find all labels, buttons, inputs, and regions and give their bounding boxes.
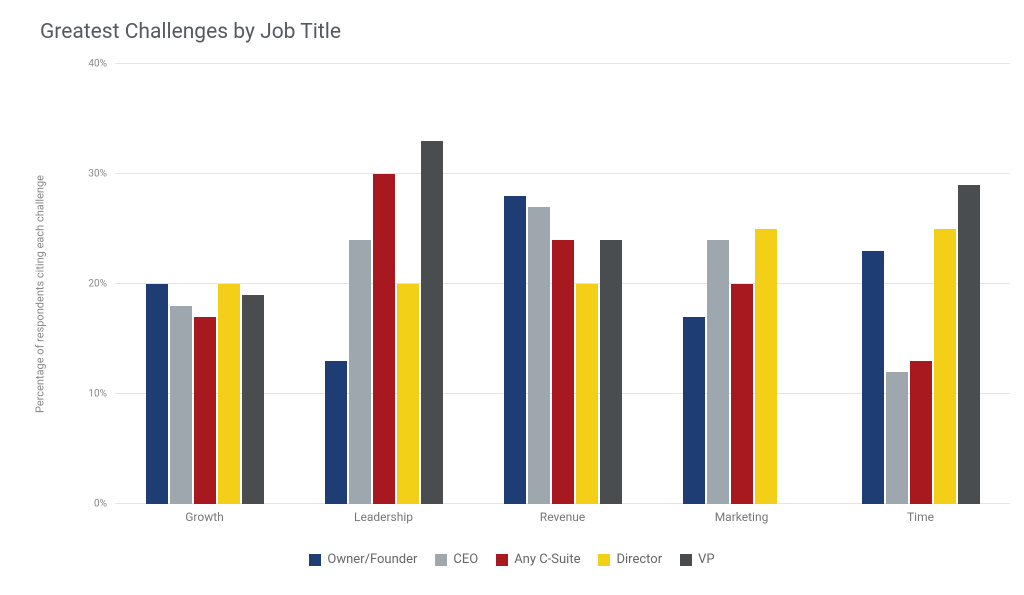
legend-swatch bbox=[680, 554, 692, 566]
bar-group: Growth bbox=[115, 64, 294, 504]
y-tick-label: 40% bbox=[88, 59, 107, 70]
chart-area: Percentage of respondents citing each ch… bbox=[50, 54, 1010, 534]
bar-group: Leadership bbox=[294, 64, 473, 504]
bar bbox=[218, 284, 240, 504]
bar bbox=[170, 306, 192, 504]
legend: Owner/Founder CEO Any C-Suite Director VP bbox=[30, 552, 994, 567]
chart-title: Greatest Challenges by Job Title bbox=[40, 20, 994, 44]
bar bbox=[707, 240, 729, 504]
legend-label: Any C-Suite bbox=[514, 552, 580, 567]
legend-item: CEO bbox=[435, 552, 478, 567]
x-tick-label: Marketing bbox=[715, 510, 769, 524]
legend-swatch bbox=[309, 554, 321, 566]
bar bbox=[683, 317, 705, 504]
bar bbox=[421, 141, 443, 504]
bar bbox=[576, 284, 598, 504]
bar bbox=[242, 295, 264, 504]
y-tick-label: 30% bbox=[88, 169, 107, 180]
y-tick-label: 10% bbox=[88, 389, 107, 400]
legend-item: Any C-Suite bbox=[496, 552, 580, 567]
bar-group: Revenue bbox=[473, 64, 652, 504]
bar bbox=[325, 361, 347, 504]
plot-region: 0%10%20%30%40%GrowthLeadershipRevenueMar… bbox=[115, 64, 1010, 504]
bar bbox=[146, 284, 168, 504]
legend-item: Owner/Founder bbox=[309, 552, 417, 567]
legend-swatch bbox=[435, 554, 447, 566]
bar bbox=[886, 372, 908, 504]
y-tick-label: 0% bbox=[94, 499, 107, 510]
bar bbox=[397, 284, 419, 504]
bar bbox=[731, 284, 753, 504]
x-tick-label: Revenue bbox=[540, 510, 585, 524]
bar bbox=[910, 361, 932, 504]
bar bbox=[934, 229, 956, 504]
legend-item: VP bbox=[680, 552, 714, 567]
bar bbox=[373, 174, 395, 504]
y-axis-label: Percentage of respondents citing each ch… bbox=[34, 175, 47, 413]
bar bbox=[958, 185, 980, 504]
bar-group: Time bbox=[831, 64, 1010, 504]
legend-label: Owner/Founder bbox=[327, 552, 417, 567]
legend-item: Director bbox=[598, 552, 662, 567]
x-tick-label: Growth bbox=[185, 510, 224, 524]
y-tick-label: 20% bbox=[88, 279, 107, 290]
x-tick-label: Leadership bbox=[354, 510, 413, 524]
legend-swatch bbox=[496, 554, 508, 566]
bar bbox=[862, 251, 884, 504]
bar bbox=[528, 207, 550, 504]
bar-groups: GrowthLeadershipRevenueMarketingTime bbox=[115, 64, 1010, 504]
bar bbox=[194, 317, 216, 504]
bar bbox=[349, 240, 371, 504]
bar bbox=[755, 229, 777, 504]
legend-label: VP bbox=[698, 552, 714, 567]
bar bbox=[504, 196, 526, 504]
bar-group: Marketing bbox=[652, 64, 831, 504]
bar bbox=[552, 240, 574, 504]
bar bbox=[600, 240, 622, 504]
legend-swatch bbox=[598, 554, 610, 566]
legend-label: Director bbox=[616, 552, 662, 567]
legend-label: CEO bbox=[453, 552, 478, 567]
x-tick-label: Time bbox=[907, 510, 934, 524]
